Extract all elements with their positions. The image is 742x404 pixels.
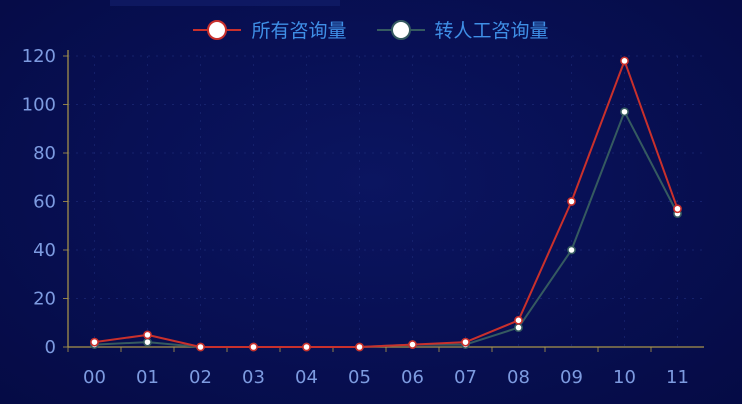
- series-1-point-09: [567, 245, 576, 255]
- x-tick-label-07: 07: [454, 367, 477, 388]
- x-tick-label-01: 01: [136, 367, 159, 388]
- series-0-point-11: [673, 204, 682, 214]
- x-tick-label-03: 03: [242, 367, 265, 388]
- x-tick-label-10: 10: [613, 367, 636, 388]
- series-line-1: [94, 110, 679, 348]
- x-tick-label-04: 04: [295, 367, 318, 388]
- series-line-0: [94, 59, 679, 348]
- series-0-point-01: [143, 330, 152, 340]
- header-strip: [110, 0, 340, 6]
- series-0-point-05: [355, 342, 364, 352]
- legend-item-human-consultations[interactable]: 转人工咨询量: [376, 16, 549, 43]
- series-0-point-06: [408, 340, 417, 349]
- x-tick-label-00: 00: [83, 367, 106, 388]
- series-0-point-02: [196, 342, 205, 352]
- x-tick-label-06: 06: [401, 367, 424, 388]
- x-tick-label-02: 02: [189, 367, 212, 388]
- legend-swatch-human: [376, 19, 425, 41]
- y-tick-label-5: 100: [22, 95, 56, 116]
- y-tick-label-6: 120: [22, 46, 56, 67]
- series-0-point-10: [620, 56, 629, 66]
- x-tick-label-09: 09: [560, 367, 583, 388]
- x-tick-label-05: 05: [348, 367, 371, 388]
- x-tick-label-08: 08: [507, 367, 530, 388]
- legend-swatch-all: [193, 19, 242, 41]
- series-1-point-01: [143, 337, 152, 347]
- x-tick-label-11: 11: [666, 367, 689, 388]
- y-tick-label-0: 0: [45, 337, 56, 358]
- series-0-point-07: [461, 337, 470, 347]
- series-0-point-00: [90, 337, 99, 347]
- legend-label-human: 转人工咨询量: [434, 20, 549, 42]
- legend-label-all: 所有咨询量: [251, 20, 347, 42]
- series-0-point-09: [567, 197, 576, 206]
- chart-legend: 所有咨询量 转人工咨询量: [0, 16, 742, 43]
- y-tick-label-4: 80: [33, 143, 56, 164]
- y-tick-label-1: 20: [33, 289, 56, 310]
- series-1-point-08: [514, 323, 523, 332]
- legend-item-all-consultations[interactable]: 所有咨询量: [193, 16, 347, 43]
- series-1-point-10: [620, 107, 629, 117]
- series-0-point-08: [514, 315, 523, 325]
- series-0-point-03: [249, 342, 258, 352]
- y-tick-label-3: 60: [33, 192, 56, 213]
- series-0-point-04: [302, 342, 311, 352]
- y-tick-label-2: 40: [33, 240, 56, 261]
